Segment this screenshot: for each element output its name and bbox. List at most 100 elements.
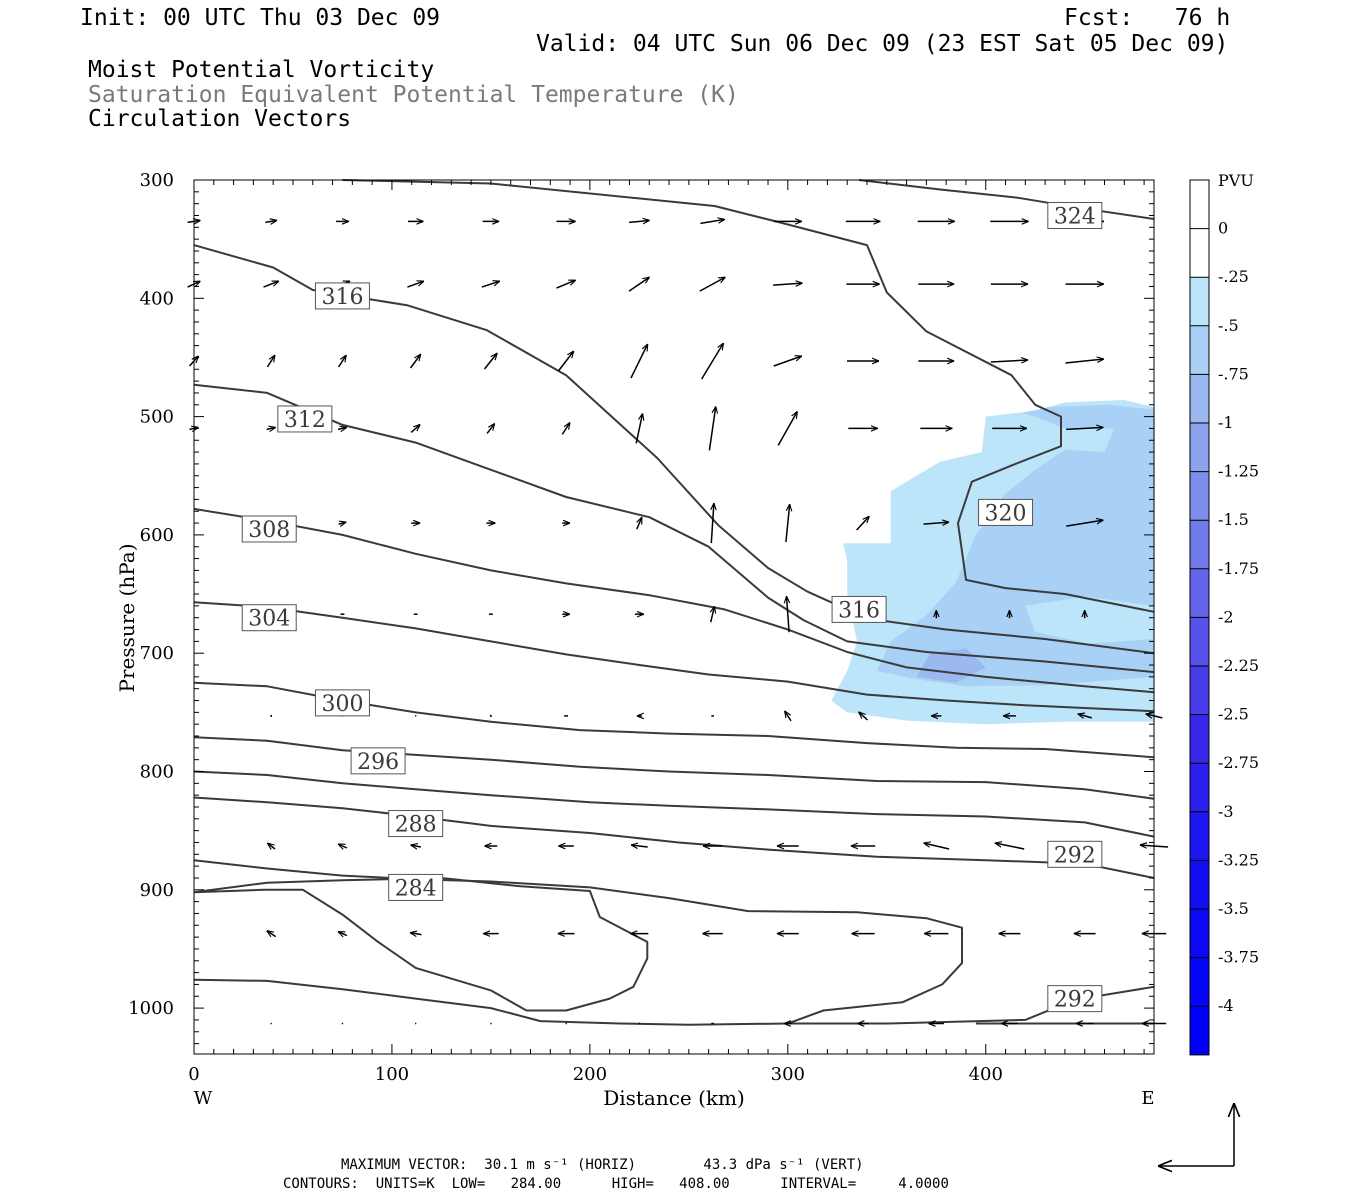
contour-label-text: 324 [1054, 204, 1096, 229]
colorbar-label: -2.75 [1218, 753, 1259, 772]
init-time: Init: 00 UTC Thu 03 Dec 09 [80, 5, 441, 31]
colorbar-swatch [1190, 325, 1209, 375]
vector-arrow [483, 353, 498, 370]
colorbar-swatch [1190, 277, 1209, 327]
vector-arrow [265, 220, 277, 222]
contour-label: 304 [241, 604, 297, 632]
vector-arrow [1066, 427, 1103, 429]
contour-312 [193, 383, 1155, 674]
field-title-theta-es: Saturation Equivalent Potential Temperat… [88, 82, 739, 108]
contour-label-box [314, 689, 370, 717]
colorbar-swatch [1190, 763, 1209, 813]
axis-ticks [193, 179, 1154, 1054]
x-tick-label: 400 [969, 1064, 1003, 1085]
colorbar-label: 0 [1218, 219, 1228, 238]
vector-arrow [630, 344, 649, 379]
x-tick-label: 300 [771, 1064, 805, 1085]
vector-arrow [267, 931, 277, 938]
vector-arrow [636, 517, 643, 530]
vector-arrow [635, 413, 642, 444]
vector-arrow [700, 219, 724, 225]
contour-label-box [978, 498, 1034, 526]
reference-vector-icon [1158, 1103, 1234, 1166]
contour-label: 320 [978, 498, 1034, 526]
colorbar: PVU 0 -.25 -.5 -.75 -1 -1.25 -1.5 -1.75 -2 -2.25 -2… [1189, 171, 1259, 1056]
colorbar-label: -1.75 [1218, 559, 1259, 578]
contour-label-text: 292 [1054, 843, 1096, 868]
contour-288 [193, 796, 1155, 879]
contour-label-box [388, 873, 444, 901]
contour-label-box [277, 405, 333, 433]
field-title-vectors: Circulation Vectors [88, 106, 352, 132]
colorbar-swatch [1190, 423, 1209, 473]
vector-arrow [337, 355, 347, 368]
colorbar-swatch [1190, 957, 1209, 1007]
valid-time: Valid: 04 UTC Sun 06 Dec 09 (23 EST Sat … [536, 31, 1229, 57]
vector-arrow [267, 843, 276, 849]
colorbar-swatch [1190, 568, 1209, 618]
contour-label-box [350, 747, 406, 775]
contour-284 [193, 859, 963, 1025]
x-tick-label: 100 [375, 1064, 409, 1085]
forecast-hour: Fcst: 76 h [1064, 5, 1231, 31]
contour-label: 312 [277, 405, 333, 433]
colorbar-swatch [1190, 228, 1209, 278]
contour-label-text: 304 [248, 607, 290, 632]
y-tick-label: 1000 [128, 998, 174, 1019]
contour-label: 316 [831, 595, 887, 623]
colorbar-label: -.25 [1218, 267, 1249, 286]
vector-arrow [338, 522, 347, 524]
vector-arrow [1078, 714, 1093, 718]
colorbar-label: -2 [1218, 607, 1234, 626]
colorbar-swatch [1190, 374, 1209, 424]
contour-info-note: CONTOURS: UNITS=K LOW= 284.00 HIGH= 408.… [283, 1176, 949, 1192]
vector-arrow [773, 356, 802, 367]
vector-arrow [556, 279, 576, 289]
field-title-mpv: Moist Potential Vorticity [88, 57, 435, 83]
y-tick-label: 700 [140, 643, 174, 664]
vector-arrow [777, 411, 797, 446]
y-tick-label: 500 [140, 407, 174, 428]
contour-label: 296 [350, 747, 406, 775]
contour-label-text: 312 [284, 408, 326, 433]
colorbar-swatch [1190, 860, 1209, 910]
contour-label-text: 284 [395, 876, 437, 901]
vector-arrow [338, 843, 348, 848]
vector-arrow [489, 714, 493, 718]
vector-arrow [1065, 359, 1104, 364]
contour-label: 284 [388, 873, 444, 901]
vector-arrow [699, 277, 726, 292]
vector-arrow [856, 516, 870, 531]
vector-arrow [411, 845, 421, 847]
vector-arrow [263, 280, 279, 288]
colorbar-swatch [1190, 666, 1209, 716]
vector-arrow [628, 277, 650, 292]
y-tick-label: 600 [140, 525, 174, 546]
vector-arrow [785, 504, 790, 543]
colorbar-swatch [1190, 1006, 1209, 1056]
contour-label: 292 [1047, 840, 1103, 868]
colorbar-label: -1.25 [1218, 462, 1259, 481]
vector-arrow [486, 423, 495, 434]
y-tick-label: 900 [140, 880, 174, 901]
vector-arrow [859, 712, 869, 721]
contour-label-box [314, 282, 370, 310]
vector-arrow [701, 343, 724, 380]
contour-label-text: 320 [985, 501, 1027, 526]
x-tick-label: 200 [573, 1064, 607, 1085]
vector-arrow [410, 933, 422, 935]
contour-label-text: 308 [248, 518, 290, 543]
contour-304 [193, 601, 1155, 713]
colorbar-swatch [1190, 617, 1209, 667]
contour-label-box [241, 604, 297, 632]
vector-arrow [407, 281, 424, 288]
vector-arrow [266, 355, 275, 368]
contour-label-box [241, 515, 297, 543]
contour-labels: 324 316 312 308 304 300 296 288 284 320 316 292 292 [241, 201, 1103, 1013]
vector-arrow [631, 845, 648, 847]
contour-label: 324 [1047, 201, 1103, 229]
vector-arrow [410, 424, 420, 433]
vector-arrow [561, 422, 570, 435]
contour-label-box [831, 595, 887, 623]
